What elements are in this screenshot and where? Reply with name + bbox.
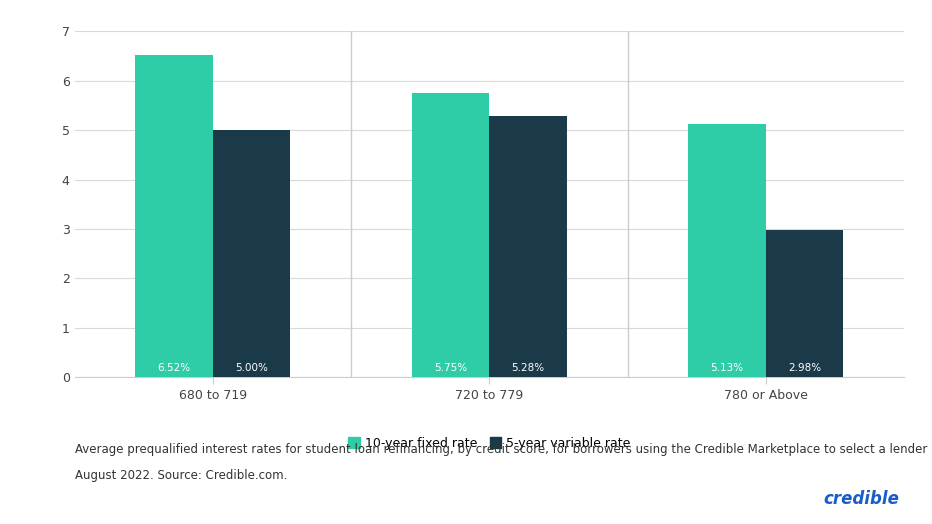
Text: 2.98%: 2.98% [788,363,821,373]
Legend: 10-year fixed rate, 5-year variable rate: 10-year fixed rate, 5-year variable rate [343,432,636,455]
Text: 5.13%: 5.13% [710,363,744,373]
Text: 5.75%: 5.75% [434,363,467,373]
Bar [412,93,489,377]
Bar [135,55,212,377]
Text: 5.28%: 5.28% [512,363,544,373]
Text: August 2022. Source: Credible.com.: August 2022. Source: Credible.com. [75,469,287,482]
Bar [766,230,843,377]
Text: 5.00%: 5.00% [235,363,268,373]
Bar [689,124,766,377]
Bar [489,116,567,377]
Text: credible: credible [824,490,899,508]
Bar [212,130,290,377]
Text: 6.52%: 6.52% [158,363,191,373]
Text: Average prequalified interest rates for student loan refinancing, by credit scor: Average prequalified interest rates for … [75,443,932,456]
